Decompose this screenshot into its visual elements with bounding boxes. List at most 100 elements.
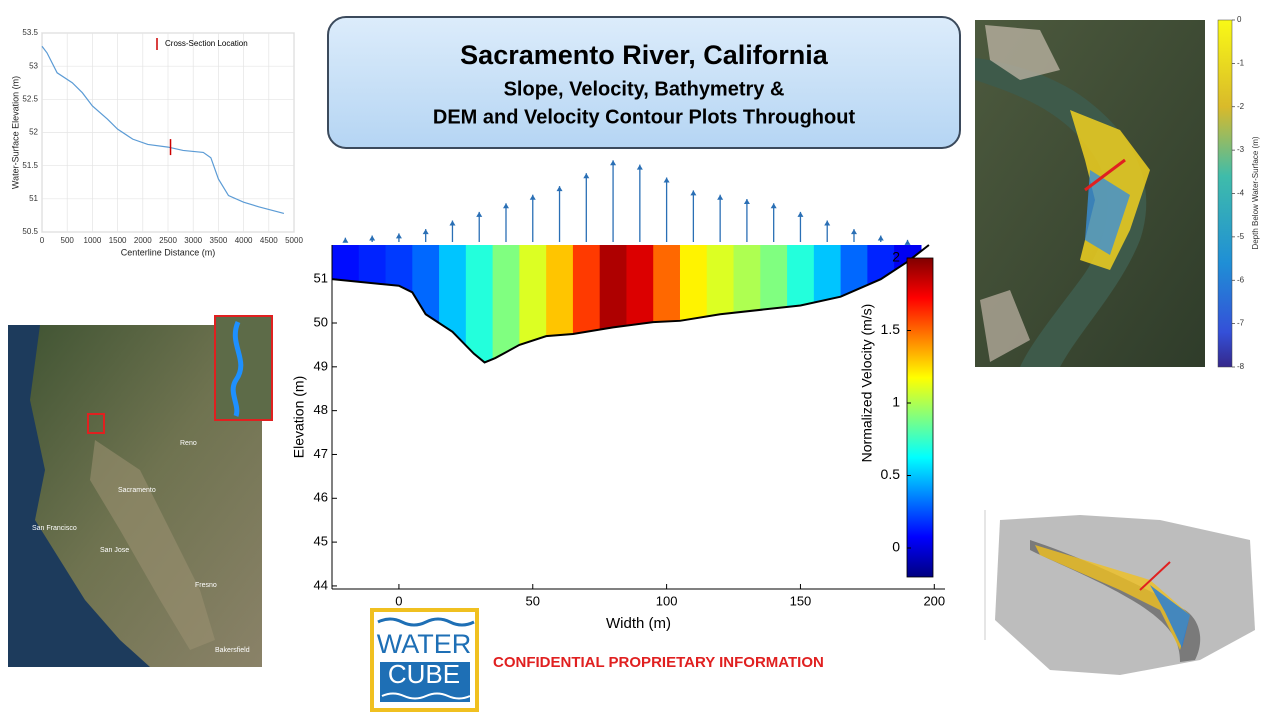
- y-tick-label: 50: [314, 314, 328, 329]
- arrow-head: [717, 194, 724, 200]
- ocean: [8, 325, 150, 667]
- colorbar: [906, 257, 934, 578]
- depth-colorbar-tick-label: -2: [1237, 102, 1245, 111]
- bed-line: [331, 244, 930, 364]
- gravel-bar: [980, 290, 1030, 362]
- arrow-head: [529, 194, 536, 200]
- y-tick-label: 44: [314, 577, 328, 592]
- x-tick-label: 4500: [260, 236, 278, 245]
- depth-colorbar-tick-label: -4: [1237, 189, 1245, 198]
- profile-chart: 50.5 51 51.5 52 52.5 53 53.5 0 500 1000 1500 2000 25…: [10, 28, 303, 257]
- arrow-head: [476, 211, 483, 217]
- colorbar-label: Normalized Velocity (m/s): [859, 304, 875, 463]
- logo-wave: [377, 617, 475, 627]
- velocity-overlay: [1150, 585, 1190, 648]
- depth-colorbar-label: Depth Below Water-Surface (m): [1251, 136, 1260, 249]
- cross-section-line: [1084, 158, 1126, 192]
- title-box: Sacramento River, California Slope, Velo…: [327, 16, 961, 149]
- x-tick-label: 200: [923, 593, 945, 608]
- depth-colorbar-tick-label: -1: [1237, 58, 1245, 67]
- y-tick-label: 50.5: [22, 227, 38, 236]
- arrow-head: [556, 186, 563, 192]
- arrow-head: [824, 220, 831, 226]
- subtitle: DEM and Velocity Contour Plots Throughou…: [433, 106, 856, 128]
- y-tick-label: 49: [314, 358, 328, 373]
- arrow-head: [583, 173, 590, 179]
- depth-colorbar-tick-label: 0: [1237, 15, 1242, 24]
- logo-text: WATER: [377, 629, 472, 659]
- y-tick-label: 52: [29, 128, 38, 137]
- gravel-bar: [985, 25, 1060, 80]
- colorbar-tick-label: 1.5: [881, 321, 901, 337]
- cross-section-line: [1139, 561, 1171, 591]
- map-label: Fresno: [195, 582, 217, 589]
- y-tick-label: 51: [314, 271, 328, 286]
- colorbar-tick-label: 0: [892, 539, 900, 555]
- arrow-head: [770, 203, 777, 209]
- colorbar-tick-label: 1: [892, 394, 900, 410]
- depth-colorbar-tick-label: -6: [1237, 275, 1245, 284]
- below-bed: [332, 245, 945, 589]
- y-tick-label: 45: [314, 534, 328, 549]
- logo-wave: [381, 692, 471, 700]
- logo-text: CUBE: [388, 659, 460, 689]
- map-label: Sacramento: [118, 487, 156, 494]
- subtitle: Slope, Velocity, Bathymetry &: [504, 78, 785, 100]
- logo-band: [380, 662, 470, 702]
- profile-line: [41, 45, 285, 215]
- x-tick-label: 0: [40, 236, 45, 245]
- x-tick-label: 500: [61, 236, 75, 245]
- y-axis-label: Elevation (m): [291, 376, 307, 458]
- y-tick-label: 52.5: [22, 94, 38, 103]
- title: Sacramento River, California: [460, 40, 829, 70]
- arrow-head: [904, 239, 911, 245]
- central-valley: [90, 440, 215, 650]
- logo: WATER CUBE: [370, 608, 479, 712]
- cross-section-chart: 44 45 46 47 48 49 50 51 0 50 100 150 200 Width (m) Ele…: [291, 160, 945, 632]
- y-tick-label: 48: [314, 402, 328, 417]
- arrow-head: [422, 229, 429, 235]
- legend-label: Cross-Section Location: [165, 39, 248, 48]
- aerial-photo: [975, 19, 1233, 368]
- x-tick-label: 2000: [134, 236, 152, 245]
- y-tick-label: 51: [29, 194, 38, 203]
- velocity-field: [332, 245, 945, 589]
- y-tick-label: 53.5: [22, 28, 38, 37]
- depth-overlay: [1085, 170, 1130, 255]
- y-tick-label: 47: [314, 446, 328, 461]
- footer: CONFIDENTIAL PROPRIETARY INFORMATION: [493, 654, 824, 671]
- arrow-head: [395, 233, 402, 239]
- x-tick-label: 2500: [159, 236, 177, 245]
- x-tick-label: 150: [790, 593, 812, 608]
- x-tick-label: 3000: [184, 236, 202, 245]
- arrow-head: [797, 211, 804, 217]
- x-axis-label: Width (m): [606, 615, 671, 632]
- colorbar-tick-label: 2: [892, 249, 900, 265]
- depth-colorbar-tick-label: -5: [1237, 232, 1245, 241]
- arrow-head: [369, 235, 376, 241]
- x-tick-label: 50: [526, 593, 540, 608]
- colorbar-tick-label: 0.5: [881, 466, 901, 482]
- inset-river: [230, 321, 244, 417]
- map-label: San Jose: [100, 547, 129, 554]
- depth-colorbar-tick-label: -8: [1237, 362, 1245, 371]
- x-tick-label: 4000: [235, 236, 253, 245]
- arrow-head: [690, 190, 697, 196]
- arrow-head: [663, 177, 670, 183]
- arrow-head: [502, 203, 509, 209]
- y-tick-label: 46: [314, 490, 328, 505]
- y-axis-label: Water-Surface Elevation (m): [10, 76, 20, 189]
- arrow-head: [342, 237, 349, 243]
- dem-3d-view: [984, 510, 1255, 675]
- inset-map: [214, 315, 273, 421]
- map-label: Reno: [180, 440, 197, 447]
- arrow-head: [636, 164, 643, 170]
- arrow-head: [877, 235, 884, 241]
- depth-colorbar-tick-label: -7: [1237, 319, 1245, 328]
- arrow-head: [850, 229, 857, 235]
- map-label: San Francisco: [32, 525, 77, 532]
- location-box: [87, 413, 105, 434]
- arrow-head: [743, 199, 750, 204]
- x-tick-label: 1000: [84, 236, 102, 245]
